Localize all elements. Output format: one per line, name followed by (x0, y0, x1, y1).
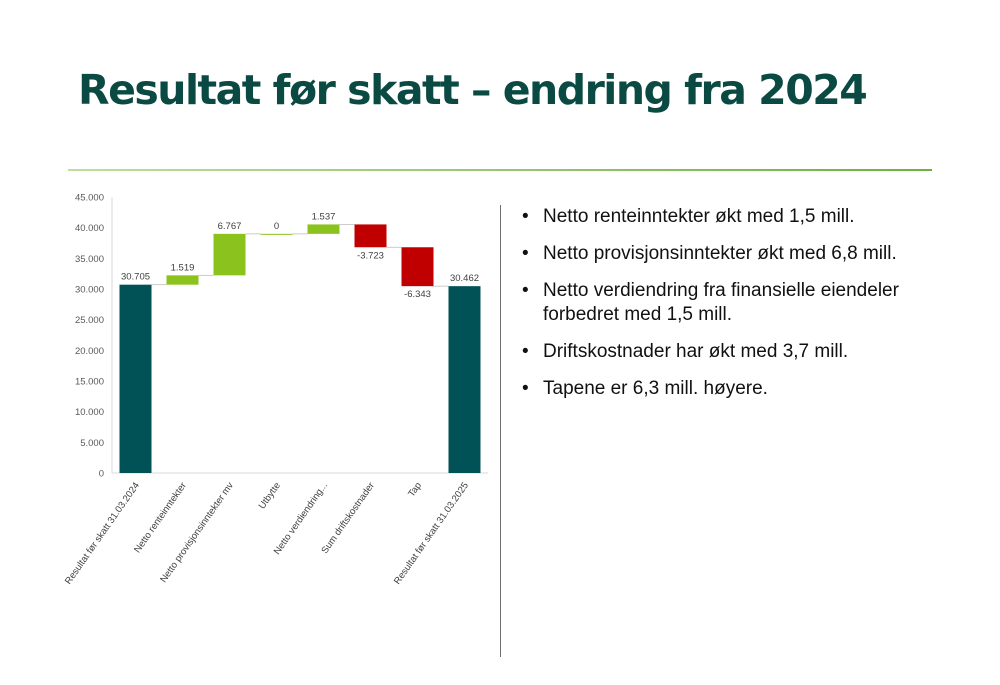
bullet-glyph: • (522, 280, 529, 301)
bullet-text: Netto renteinntekter økt med 1,5 mill. (543, 206, 855, 227)
data-label: 1.519 (171, 262, 195, 273)
bullet-text: Tapene er 6,3 mill. høyere. (543, 378, 768, 399)
y-tick-label: 30.000 (75, 285, 104, 296)
data-label: 0 (274, 221, 279, 232)
bullet-item: • Netto renteinntekter økt med 1,5 mill. (522, 205, 942, 229)
data-label: -3.723 (357, 250, 384, 261)
y-tick-label: 20.000 (75, 346, 104, 357)
bullet-item: • Tapene er 6,3 mill. høyere. (522, 377, 942, 401)
bar-decrease (354, 224, 387, 248)
bar-total (119, 284, 152, 473)
data-label: 6.767 (218, 221, 242, 232)
slide-title: Resultat før skatt – endring fra 2024 (78, 66, 868, 114)
data-label: 30.462 (450, 273, 479, 284)
bullet-glyph: • (522, 341, 529, 362)
y-tick-label: 45.000 (75, 193, 104, 204)
x-category-label: Resultat før skatt 31.03.2024 (63, 480, 142, 586)
y-tick-label: 40.000 (75, 223, 104, 234)
bar-increase (307, 224, 340, 234)
bar-increase (166, 275, 199, 285)
bullet-item: • Netto verdiendring fra finansielle eien… (522, 279, 942, 327)
bullet-item: • Netto provisjonsinntekter økt med 6,8 m… (522, 242, 942, 266)
x-category-label: Netto renteinntekter (132, 480, 189, 555)
bullet-glyph: • (522, 243, 529, 264)
bar-decrease (401, 247, 434, 287)
y-tick-label: 0 (99, 469, 104, 480)
bullet-glyph: • (522, 206, 529, 227)
data-label: 1.537 (312, 211, 336, 222)
bar-total (448, 286, 481, 473)
bullet-text: Netto verdiendring fra finansielle eiend… (543, 280, 899, 325)
y-tick-label: 35.000 (75, 254, 104, 265)
x-category-label: Tap (406, 480, 424, 499)
y-tick-label: 15.000 (75, 377, 104, 388)
title-divider (68, 169, 932, 171)
bullet-glyph: • (522, 378, 529, 399)
x-category-label: Sum driftskostnader (319, 480, 376, 556)
x-category-label: Utbytte (257, 480, 283, 511)
waterfall-chart: 0 5.000 10.000 15.000 20.000 25.000 30.000 35.0… (0, 180, 500, 620)
bar-increase (213, 233, 246, 276)
bullet-text: Netto provisjonsinntekter økt med 6,8 mi… (543, 243, 897, 264)
y-tick-label: 5.000 (80, 438, 104, 449)
column-divider (500, 205, 501, 657)
data-label: 30.705 (121, 272, 150, 283)
x-category-label: Resultat før skatt 31.03.2025 (392, 480, 471, 586)
x-category-label: Netto verdiendring... (272, 480, 330, 556)
waterfall-chart-svg: 0 5.000 10.000 15.000 20.000 25.000 30.000 35.0… (63, 193, 488, 587)
y-tick-label: 10.000 (75, 407, 104, 418)
bullet-text: Driftskostnader har økt med 3,7 mill. (543, 341, 849, 362)
bar-increase (260, 233, 293, 235)
bullet-list: • Netto renteinntekter økt med 1,5 mill. … (522, 205, 942, 414)
y-tick-label: 25.000 (75, 315, 104, 326)
data-label: -6.343 (404, 289, 431, 300)
bullet-item: • Driftskostnader har økt med 3,7 mill. (522, 340, 942, 364)
